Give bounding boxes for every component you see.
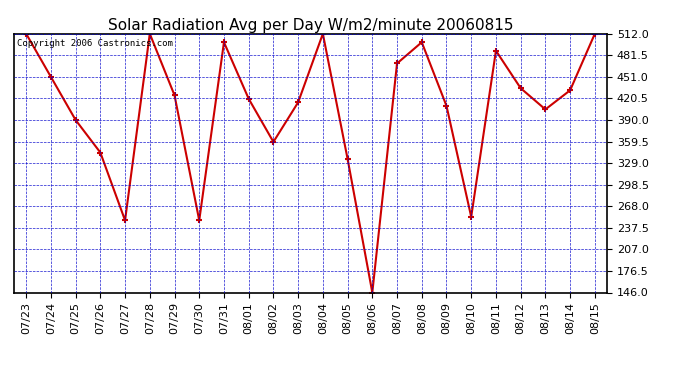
Title: Solar Radiation Avg per Day W/m2/minute 20060815: Solar Radiation Avg per Day W/m2/minute …	[108, 18, 513, 33]
Text: Copyright 2006 Castronics.com: Copyright 2006 Castronics.com	[17, 39, 172, 48]
